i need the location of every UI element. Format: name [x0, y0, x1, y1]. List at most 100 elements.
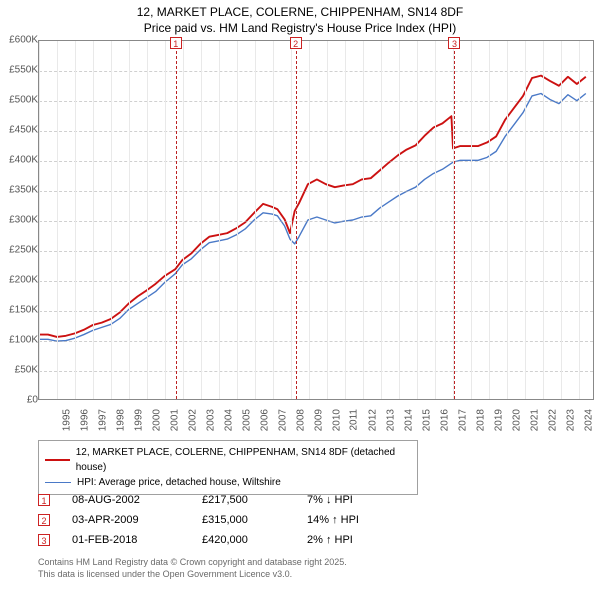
grid-line-vertical: [39, 41, 40, 399]
sale-row: 203-APR-2009£315,00014% ↑ HPI: [38, 510, 397, 530]
x-axis-label: 2024: [583, 409, 594, 431]
y-axis-label: £200K: [0, 275, 38, 286]
grid-line-vertical: [237, 41, 238, 399]
sale-date: 03-APR-2009: [72, 514, 202, 526]
sale-delta: 14% ↑ HPI: [307, 514, 397, 526]
x-axis-label: 2020: [511, 409, 522, 431]
footer-line-2: This data is licensed under the Open Gov…: [38, 568, 347, 580]
y-axis-label: £250K: [0, 245, 38, 256]
x-axis-label: 2001: [169, 409, 180, 431]
grid-line-vertical: [543, 41, 544, 399]
y-axis-label: £350K: [0, 185, 38, 196]
grid-line-vertical: [309, 41, 310, 399]
sale-marker-badge: 3: [448, 37, 460, 49]
grid-line-vertical: [111, 41, 112, 399]
x-axis-label: 2014: [403, 409, 414, 431]
legend-swatch: [45, 459, 70, 461]
chart-title: 12, MARKET PLACE, COLERNE, CHIPPENHAM, S…: [0, 0, 600, 36]
sale-marker-badge: 1: [170, 37, 182, 49]
legend-label: HPI: Average price, detached house, Wilt…: [77, 475, 281, 490]
x-axis-label: 1995: [61, 409, 72, 431]
x-axis-label: 2015: [421, 409, 432, 431]
y-axis-label: £100K: [0, 335, 38, 346]
chart-line-series: [39, 76, 586, 337]
sale-badge: 1: [38, 494, 50, 506]
grid-line-vertical: [57, 41, 58, 399]
x-axis-label: 2006: [259, 409, 270, 431]
x-axis-label: 1996: [79, 409, 90, 431]
sale-price: £217,500: [202, 494, 307, 506]
sale-marker-line: [296, 41, 297, 399]
grid-line-vertical: [93, 41, 94, 399]
plot-area: 1995199619971998199920002001200220032004…: [38, 40, 594, 400]
x-axis-label: 2018: [475, 409, 486, 431]
grid-line-horizontal: [39, 311, 593, 312]
grid-line-horizontal: [39, 251, 593, 252]
x-axis-label: 2023: [565, 409, 576, 431]
grid-line-vertical: [147, 41, 148, 399]
grid-line-vertical: [381, 41, 382, 399]
x-axis-label: 1998: [115, 409, 126, 431]
grid-line-vertical: [75, 41, 76, 399]
grid-line-horizontal: [39, 221, 593, 222]
x-axis-label: 2005: [241, 409, 252, 431]
legend-label: 12, MARKET PLACE, COLERNE, CHIPPENHAM, S…: [76, 445, 411, 475]
legend-item: 12, MARKET PLACE, COLERNE, CHIPPENHAM, S…: [45, 445, 411, 475]
grid-line-horizontal: [39, 101, 593, 102]
sale-row: 3 01-FEB-2018£420,0002% ↑ HPI: [38, 530, 397, 550]
x-axis-label: 2011: [348, 409, 359, 431]
grid-line-horizontal: [39, 71, 593, 72]
grid-line-vertical: [363, 41, 364, 399]
sale-delta: 2% ↑ HPI: [307, 534, 397, 546]
x-axis-label: 2013: [385, 409, 396, 431]
sale-delta: 7% ↓ HPI: [307, 494, 397, 506]
x-axis-label: 2009: [313, 409, 324, 431]
y-axis-label: £50K: [0, 365, 38, 376]
title-address: 12, MARKET PLACE, COLERNE, CHIPPENHAM, S…: [0, 4, 600, 20]
x-axis-label: 2000: [151, 409, 162, 431]
x-axis-label: 2022: [547, 409, 558, 431]
y-axis-label: £300K: [0, 215, 38, 226]
x-axis-label: 2002: [187, 409, 198, 431]
chart-container: 12, MARKET PLACE, COLERNE, CHIPPENHAM, S…: [0, 0, 600, 590]
title-subtitle: Price paid vs. HM Land Registry's House …: [0, 20, 600, 36]
grid-line-horizontal: [39, 371, 593, 372]
grid-line-horizontal: [39, 131, 593, 132]
footer-line-1: Contains HM Land Registry data © Crown c…: [38, 556, 347, 568]
sale-badge: 2: [38, 514, 50, 526]
grid-line-vertical: [489, 41, 490, 399]
y-axis-label: £150K: [0, 305, 38, 316]
grid-line-vertical: [399, 41, 400, 399]
sale-badge: 3: [38, 534, 50, 546]
x-axis-label: 2003: [205, 409, 216, 431]
sale-marker-line: [176, 41, 177, 399]
sale-price: £420,000: [202, 534, 307, 546]
grid-line-vertical: [435, 41, 436, 399]
x-axis-label: 2004: [223, 409, 234, 431]
grid-line-vertical: [525, 41, 526, 399]
legend-item: HPI: Average price, detached house, Wilt…: [45, 475, 411, 490]
y-axis-label: £500K: [0, 95, 38, 106]
sale-date: 01-FEB-2018: [72, 534, 202, 546]
grid-line-horizontal: [39, 191, 593, 192]
grid-line-vertical: [507, 41, 508, 399]
x-axis-label: 2021: [529, 409, 540, 431]
grid-line-vertical: [201, 41, 202, 399]
grid-line-vertical: [255, 41, 256, 399]
grid-line-vertical: [273, 41, 274, 399]
grid-line-horizontal: [39, 281, 593, 282]
x-axis-label: 2017: [457, 409, 468, 431]
x-axis-label: 2007: [277, 409, 288, 431]
sale-date: 08-AUG-2002: [72, 494, 202, 506]
sale-marker-line: [454, 41, 455, 399]
grid-line-vertical: [183, 41, 184, 399]
grid-line-vertical: [129, 41, 130, 399]
y-axis-label: £550K: [0, 65, 38, 76]
sales-table: 1 08-AUG-2002£217,5007% ↓ HPI 2 03-APR-2009…: [38, 490, 397, 550]
x-axis-label: 2008: [295, 409, 306, 431]
x-axis-label: 1997: [97, 409, 108, 431]
grid-line-vertical: [291, 41, 292, 399]
grid-line-vertical: [165, 41, 166, 399]
footer-attribution: Contains HM Land Registry data © Crown c…: [38, 556, 347, 580]
sale-marker-badge: 2: [290, 37, 302, 49]
